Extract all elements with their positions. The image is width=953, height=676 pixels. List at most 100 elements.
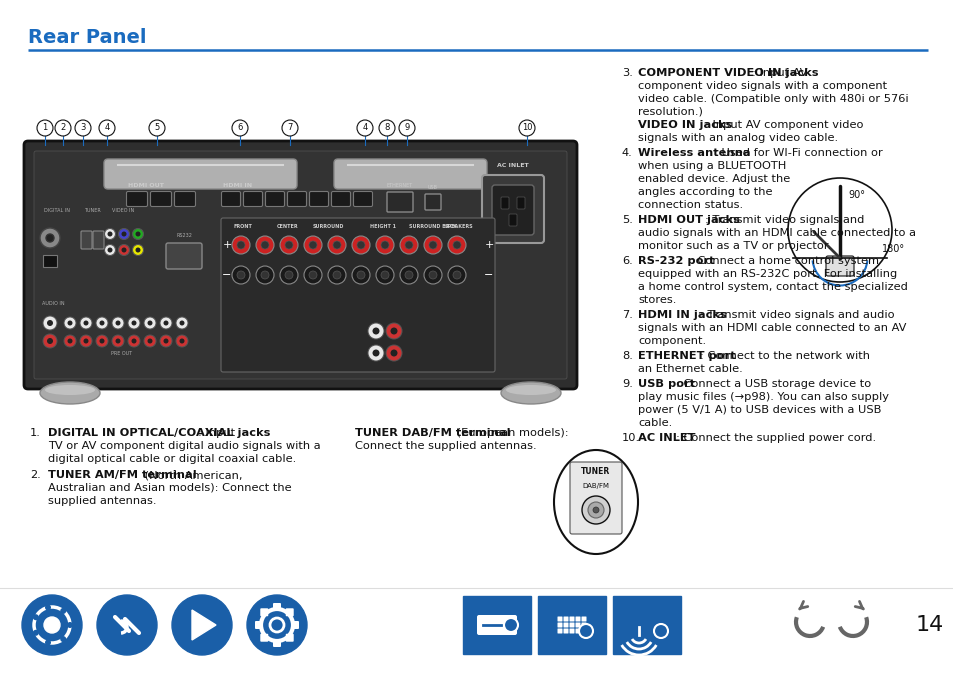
Text: 5.: 5. — [621, 215, 632, 225]
FancyBboxPatch shape — [286, 608, 294, 617]
Text: : Input AV: : Input AV — [751, 68, 807, 78]
Circle shape — [255, 236, 274, 254]
Circle shape — [261, 271, 269, 279]
FancyBboxPatch shape — [575, 623, 579, 627]
Circle shape — [112, 317, 124, 329]
FancyBboxPatch shape — [569, 623, 574, 627]
Circle shape — [45, 639, 51, 646]
Circle shape — [40, 228, 60, 248]
FancyBboxPatch shape — [557, 629, 562, 633]
FancyBboxPatch shape — [387, 192, 413, 212]
Circle shape — [47, 320, 53, 326]
FancyBboxPatch shape — [221, 191, 240, 206]
Text: (European models):: (European models): — [453, 428, 568, 438]
Circle shape — [372, 349, 379, 356]
Text: HDMI IN: HDMI IN — [223, 183, 252, 188]
Text: 4: 4 — [104, 124, 110, 132]
Circle shape — [232, 266, 250, 284]
Circle shape — [121, 247, 127, 253]
Circle shape — [380, 241, 389, 249]
Circle shape — [132, 228, 143, 239]
Circle shape — [47, 338, 53, 344]
Text: RS232: RS232 — [176, 233, 192, 238]
Circle shape — [32, 630, 39, 636]
Text: 9: 9 — [404, 124, 409, 132]
Circle shape — [22, 595, 82, 655]
Text: ETHERNET port: ETHERNET port — [638, 351, 735, 361]
FancyBboxPatch shape — [481, 175, 543, 243]
Circle shape — [503, 618, 517, 632]
FancyBboxPatch shape — [243, 191, 262, 206]
Text: : Transmit video signals and audio: : Transmit video signals and audio — [700, 310, 894, 320]
Text: equipped with an RS-232C port. For installing: equipped with an RS-232C port. For insta… — [638, 269, 897, 279]
Text: 180°: 180° — [882, 244, 904, 254]
Text: Wireless antenna: Wireless antenna — [638, 148, 750, 158]
Text: AUDIO IN: AUDIO IN — [42, 301, 65, 306]
Circle shape — [128, 317, 140, 329]
Circle shape — [96, 317, 108, 329]
Text: 6: 6 — [237, 124, 242, 132]
Circle shape — [135, 247, 140, 253]
Circle shape — [128, 335, 140, 347]
Circle shape — [163, 320, 169, 326]
Text: angles according to the: angles according to the — [638, 187, 772, 197]
FancyBboxPatch shape — [557, 617, 562, 621]
Circle shape — [356, 241, 365, 249]
Circle shape — [60, 608, 66, 614]
Circle shape — [149, 120, 165, 136]
Text: Connect the supplied antennas.: Connect the supplied antennas. — [355, 441, 536, 451]
Text: cable.: cable. — [638, 418, 672, 428]
Circle shape — [32, 614, 39, 620]
Circle shape — [280, 236, 297, 254]
Ellipse shape — [554, 450, 638, 554]
Circle shape — [236, 241, 245, 249]
Circle shape — [356, 271, 365, 279]
Text: 9.: 9. — [621, 379, 632, 389]
Circle shape — [144, 317, 156, 329]
Text: USB port: USB port — [638, 379, 695, 389]
Circle shape — [148, 339, 152, 343]
FancyBboxPatch shape — [569, 462, 621, 534]
Circle shape — [356, 120, 373, 136]
Circle shape — [67, 622, 73, 628]
Text: TUNER DAB/FM terminal: TUNER DAB/FM terminal — [355, 428, 510, 438]
FancyBboxPatch shape — [334, 159, 486, 189]
Text: an Ethernet cable.: an Ethernet cable. — [638, 364, 742, 374]
Circle shape — [368, 323, 384, 339]
Text: PRE OUT: PRE OUT — [112, 351, 132, 356]
Text: HDMI OUT: HDMI OUT — [128, 183, 164, 188]
Text: 2: 2 — [60, 124, 66, 132]
Text: 1.: 1. — [30, 428, 41, 438]
Text: 6.: 6. — [621, 256, 632, 266]
Circle shape — [232, 120, 248, 136]
FancyBboxPatch shape — [273, 603, 281, 611]
FancyBboxPatch shape — [34, 151, 566, 379]
Circle shape — [80, 335, 91, 347]
FancyBboxPatch shape — [492, 185, 534, 235]
Ellipse shape — [505, 385, 556, 395]
Circle shape — [68, 339, 72, 343]
Circle shape — [172, 595, 232, 655]
Text: 7.: 7. — [621, 310, 632, 320]
Text: 7: 7 — [287, 124, 293, 132]
Text: Australian and Asian models): Connect the: Australian and Asian models): Connect th… — [48, 483, 292, 493]
Circle shape — [282, 120, 297, 136]
Circle shape — [654, 624, 667, 638]
Circle shape — [352, 266, 370, 284]
Text: 90°: 90° — [847, 190, 864, 200]
FancyBboxPatch shape — [500, 197, 509, 209]
Circle shape — [43, 334, 57, 348]
Circle shape — [429, 271, 436, 279]
Circle shape — [578, 624, 593, 638]
FancyBboxPatch shape — [104, 159, 296, 189]
Text: signals with an HDMI cable connected to an AV: signals with an HDMI cable connected to … — [638, 323, 905, 333]
Circle shape — [390, 327, 397, 335]
Ellipse shape — [40, 382, 100, 404]
Circle shape — [99, 339, 105, 343]
Circle shape — [270, 618, 284, 632]
Circle shape — [108, 231, 112, 237]
Circle shape — [97, 595, 157, 655]
Circle shape — [60, 636, 66, 642]
Circle shape — [581, 496, 609, 524]
Circle shape — [108, 247, 112, 253]
